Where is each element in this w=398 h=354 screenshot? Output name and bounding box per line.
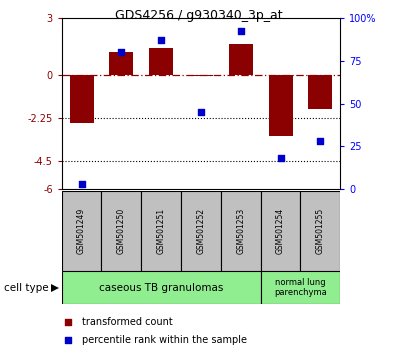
Point [317,138,324,144]
Text: GSM501255: GSM501255 [316,208,325,254]
Bar [308,75,332,109]
Text: GDS4256 / g930340_3p_at: GDS4256 / g930340_3p_at [115,9,283,22]
Bar [261,271,340,304]
Text: GSM501251: GSM501251 [157,208,166,254]
Bar [70,75,94,122]
Bar [221,191,261,271]
Bar [300,191,340,271]
Text: transformed count: transformed count [82,317,172,327]
Bar [62,191,101,271]
Text: caseous TB granulomas: caseous TB granulomas [99,282,223,293]
Text: GSM501249: GSM501249 [77,208,86,254]
Text: cell type: cell type [4,282,49,293]
Point [158,37,164,43]
Bar [261,191,300,271]
Point [277,156,284,161]
Bar [101,191,141,271]
Text: percentile rank within the sample: percentile rank within the sample [82,335,247,345]
Bar [141,191,181,271]
Point [64,319,71,325]
Text: GSM501254: GSM501254 [276,208,285,254]
Bar [269,75,293,136]
Text: GSM501250: GSM501250 [117,208,126,254]
Text: normal lung
parenchyma: normal lung parenchyma [274,278,327,297]
Bar [229,44,253,75]
Text: GSM501252: GSM501252 [197,208,205,254]
Bar [149,48,173,75]
Bar [62,271,261,304]
Point [238,29,244,34]
Bar [189,75,213,76]
Text: GSM501253: GSM501253 [236,208,245,254]
Bar [109,52,133,75]
Point [118,49,125,55]
Point [198,109,204,115]
Bar [181,191,221,271]
Point [78,181,85,187]
Point [64,337,71,343]
